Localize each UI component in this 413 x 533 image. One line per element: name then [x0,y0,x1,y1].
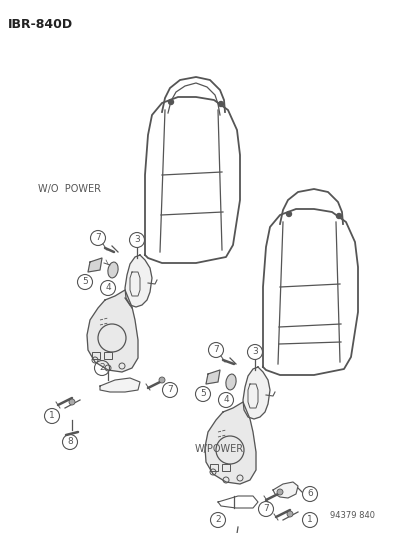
Text: 4: 4 [223,395,228,405]
Text: 3: 3 [252,348,257,357]
Text: W/O  POWER: W/O POWER [38,184,101,194]
Ellipse shape [108,262,118,278]
Circle shape [69,399,75,405]
Text: 7: 7 [213,345,218,354]
Text: 3: 3 [134,236,140,245]
Text: 4: 4 [105,284,111,293]
Circle shape [218,101,223,107]
Polygon shape [87,290,138,372]
Text: 6: 6 [306,489,312,498]
Circle shape [286,511,292,517]
Circle shape [168,100,173,104]
Polygon shape [100,378,140,392]
Text: 5: 5 [199,390,205,399]
Text: 8: 8 [67,438,73,447]
Text: W/POWER: W/POWER [195,444,244,454]
Polygon shape [125,255,152,307]
Ellipse shape [225,374,235,390]
Circle shape [159,377,165,383]
Text: 7: 7 [263,505,268,513]
Polygon shape [204,402,255,484]
Text: IBR-840D: IBR-840D [8,18,73,31]
Circle shape [276,489,282,495]
Polygon shape [242,367,269,419]
Text: 2: 2 [99,364,104,373]
Circle shape [286,212,291,216]
Text: 1: 1 [49,411,55,421]
Polygon shape [206,370,219,384]
Text: 94379 840: 94379 840 [329,511,374,520]
Polygon shape [272,482,297,498]
Text: 7: 7 [95,233,101,243]
Circle shape [336,214,341,219]
Polygon shape [88,258,102,272]
Text: 7: 7 [167,385,173,394]
Text: 5: 5 [82,278,88,287]
Text: 2: 2 [215,515,220,524]
Text: 1: 1 [306,515,312,524]
